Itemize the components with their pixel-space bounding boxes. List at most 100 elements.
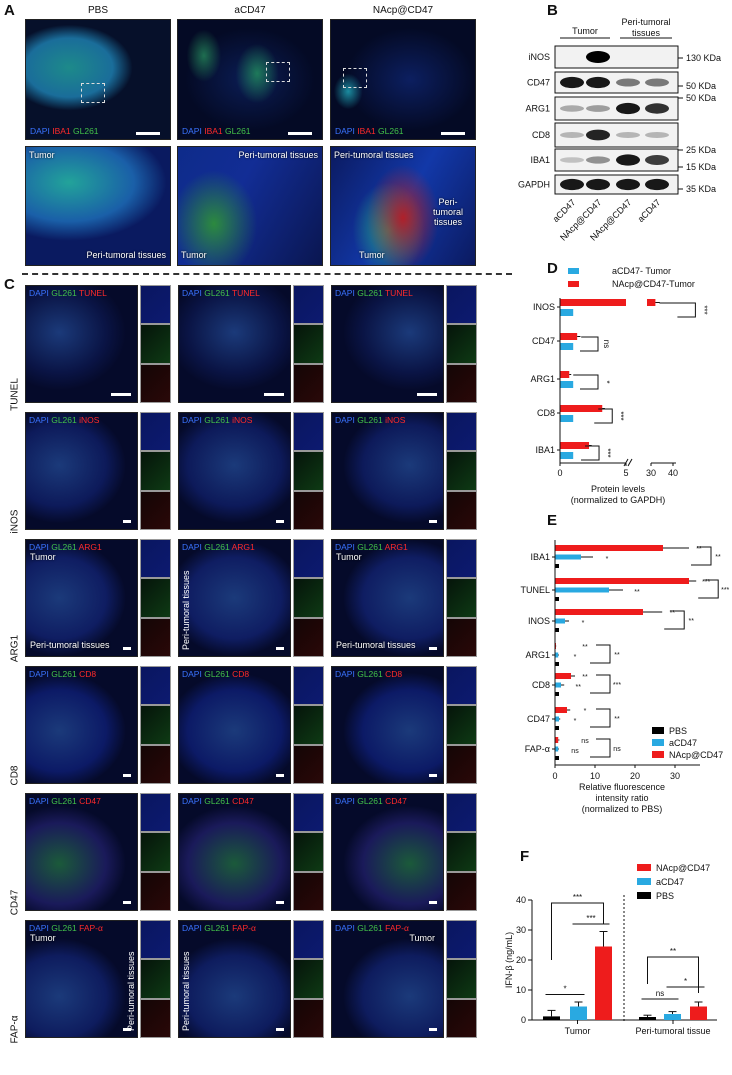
stain-marker: CD47 (232, 796, 254, 806)
stain-iba1: IBA1 (204, 126, 225, 136)
gl261-channel-thumb (293, 578, 324, 618)
scale-bar (123, 774, 131, 777)
stain-gl261: GL261 (357, 796, 386, 806)
stain-marker: CD47 (385, 796, 407, 806)
blot-band (586, 51, 610, 63)
marker-channel-thumb (293, 998, 324, 1038)
tumor-label: Tumor (29, 150, 55, 160)
stain-marker: ARG1 (384, 542, 408, 552)
blot-strip (554, 122, 679, 148)
bar-acd47 (570, 1006, 587, 1020)
stain-marker: iNOS (385, 415, 406, 425)
tumor-label: Tumor (181, 250, 207, 260)
scale-bar (123, 901, 131, 904)
stain-legend: DAPI IBA1 GL261 (182, 126, 251, 136)
y-tick-label: 10 (516, 985, 526, 995)
significance-label: *** (616, 411, 625, 420)
gl261-channel-thumb (446, 832, 477, 872)
blot-band (645, 78, 669, 87)
axis-break (623, 458, 629, 467)
stain-dapi: DAPI (182, 796, 205, 806)
stain-dapi: DAPI (182, 542, 205, 552)
bar-acd47 (560, 415, 574, 422)
bar-nacpcd47 (690, 1006, 707, 1020)
significance-label: ** (715, 554, 721, 561)
bar-acd47 (560, 452, 574, 459)
blot-protein-label: iNOS (528, 52, 550, 62)
scale-bar (111, 393, 131, 396)
legend-swatch (637, 864, 651, 871)
bar-nacpcd47 (555, 737, 559, 743)
gl261-channel-thumb (140, 959, 171, 999)
scale-bar (264, 393, 284, 396)
blot-band (586, 156, 610, 164)
blot-band (616, 132, 640, 138)
x-tick-label: 30 (670, 771, 680, 781)
merged-micrograph: DAPI GL261 iNOS (25, 412, 138, 530)
legend-swatch (568, 268, 579, 274)
legend-swatch (637, 878, 651, 885)
x-tick-label: 0 (552, 771, 557, 781)
x-axis-label: (normalized to PBS) (582, 804, 663, 814)
blot-band (586, 105, 610, 112)
marker-channel-thumb (446, 617, 477, 657)
category-label: CD47 (527, 714, 550, 724)
stain-legend: DAPI GL261 CD8 (182, 669, 249, 679)
scale-bar (429, 647, 437, 650)
merged-micrograph: DAPI GL261 FAP-α Tumor (331, 920, 444, 1038)
stain-marker: FAP-α (79, 923, 103, 933)
mw-marker-label: 25 KDa (686, 145, 716, 155)
dapi-channel-thumb (293, 412, 324, 452)
stain-dapi: DAPI (29, 669, 52, 679)
stain-dapi: DAPI (29, 542, 52, 552)
legend-swatch (568, 281, 579, 287)
marker-channel-thumb (293, 871, 324, 911)
category-label: ARG1 (525, 650, 550, 660)
significance-label: * (602, 380, 611, 383)
significance-bracket (581, 445, 600, 461)
dapi-channel-thumb (140, 793, 171, 833)
x-category-label: Tumor (565, 1026, 591, 1036)
bar-pbs (555, 597, 559, 601)
significance-label: ** (614, 716, 620, 723)
scale-bar (276, 647, 284, 650)
marker-channel-thumb (140, 871, 171, 911)
bar-nacpcd47 (555, 707, 567, 713)
significance-bracket (590, 674, 611, 694)
bar-acd47 (664, 1014, 681, 1020)
x-tick-label: 20 (630, 771, 640, 781)
stain-gl261: GL261 (51, 923, 80, 933)
category-label: CD8 (537, 408, 555, 418)
panel-label-f: F (520, 848, 530, 865)
stain-gl261: GL261 (51, 542, 79, 552)
panel-label-e: E (547, 512, 558, 529)
gl261-channel-thumb (446, 578, 477, 618)
stain-legend: DAPI GL261 CD8 (29, 669, 96, 679)
stain-gl261: GL261 (357, 415, 386, 425)
bar-nacp (560, 299, 626, 306)
region-label: Tumor (336, 552, 362, 562)
marker-channel-thumb (293, 490, 324, 530)
stain-dapi: DAPI (335, 796, 358, 806)
significance-bracket (590, 644, 611, 664)
significance-bracket (590, 738, 611, 758)
bar-acd47 (555, 716, 559, 722)
scale-bar (417, 393, 437, 396)
blot-band (560, 178, 584, 191)
gl261-channel-thumb (293, 832, 324, 872)
stain-dapi: DAPI (29, 415, 52, 425)
stain-marker: FAP-α (385, 923, 409, 933)
blot-protein-label: IBA1 (530, 155, 550, 165)
category-label: TUNEL (520, 585, 550, 595)
blot-band (586, 178, 610, 191)
stain-legend: DAPI GL261 TUNEL (182, 288, 260, 298)
stain-gl261: GL261 (51, 415, 80, 425)
legend-swatch (652, 727, 664, 734)
bar-nacp (560, 371, 570, 378)
gl261-channel-thumb (446, 451, 477, 491)
bar-pbs (555, 628, 559, 632)
peri-tumoral-label: Peri-tumoral tissues (334, 150, 414, 160)
stain-marker: iNOS (232, 415, 253, 425)
category-label: FAP-α (525, 744, 550, 754)
x-axis-label: (normalized to GAPDH) (571, 495, 666, 505)
